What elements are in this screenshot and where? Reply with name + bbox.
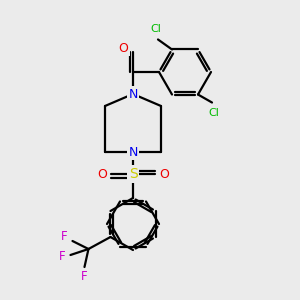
- Text: O: O: [159, 167, 169, 181]
- Text: F: F: [81, 271, 88, 284]
- Text: O: O: [118, 41, 128, 55]
- Text: O: O: [97, 167, 107, 181]
- Text: N: N: [128, 88, 138, 100]
- Text: F: F: [59, 250, 66, 263]
- Text: F: F: [61, 230, 68, 244]
- Text: S: S: [129, 167, 137, 181]
- Text: N: N: [128, 146, 138, 158]
- Text: Cl: Cl: [208, 107, 219, 118]
- Text: Cl: Cl: [151, 25, 161, 34]
